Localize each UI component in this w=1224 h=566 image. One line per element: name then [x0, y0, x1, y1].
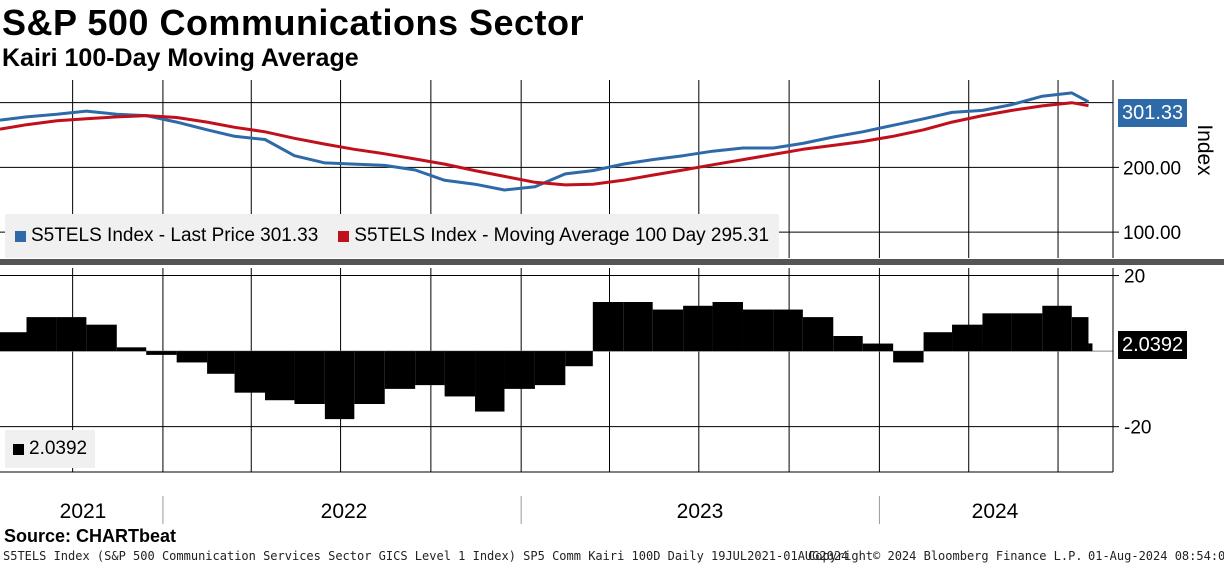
legend-label-kairi: 2.0392	[29, 438, 88, 459]
moving-average-line	[0, 101, 1089, 187]
kairi-bar	[265, 351, 295, 401]
kairi-bar	[982, 313, 1012, 352]
kairi-bar	[534, 351, 566, 386]
kairi-bar	[56, 317, 87, 352]
upper-y-tick-label: 200.00	[1123, 158, 1181, 179]
year-label-2021: 2021	[59, 500, 107, 523]
kairi-bar	[294, 351, 325, 404]
last-kairi-tag: 2.0392	[1118, 331, 1188, 359]
legend-swatch-price	[15, 230, 26, 242]
year-label-2023: 2023	[676, 500, 724, 523]
kairi-bar	[324, 351, 355, 420]
kairi-bar	[415, 351, 445, 386]
upper-legend: S5TELS Index - Last Price 301.33 S5TELS …	[5, 214, 780, 258]
kairi-bar	[1011, 313, 1043, 352]
kairi-bar	[1042, 305, 1072, 352]
kairi-bar	[234, 351, 265, 393]
kairi-bar	[565, 351, 593, 367]
legend-label-ma: S5TELS Index - Moving Average 100 Day 29…	[354, 225, 770, 246]
kairi-bar	[833, 336, 863, 352]
kairi-bar	[207, 351, 235, 374]
legend-label-price: S5TELS Index - Last Price 301.33	[31, 225, 319, 246]
kairi-bar	[116, 347, 147, 352]
kairi-bar	[86, 324, 117, 352]
kairi-bar	[742, 309, 774, 352]
kairi-bar	[712, 302, 743, 352]
kairi-bar	[354, 351, 385, 404]
kairi-bar	[384, 351, 416, 389]
price-line	[0, 91, 1090, 192]
kairi-bar	[652, 309, 684, 352]
year-label-2022: 2022	[320, 500, 368, 523]
kairi-bar	[952, 324, 983, 352]
chart-subtitle: Kairi 100-Day Moving Average	[2, 44, 359, 72]
kairi-bar	[592, 302, 624, 352]
upper-axis-label: Index	[1193, 124, 1216, 176]
kairi-bar	[176, 351, 208, 363]
footer-timestamp: 01-Aug-2024 08:54:09	[1088, 549, 1224, 563]
kairi-bar	[862, 343, 894, 352]
kairi-bar	[802, 317, 834, 352]
kairi-bar	[26, 317, 57, 352]
source-note: Source: CHARTbeat	[4, 526, 177, 546]
kairi-bar	[0, 332, 27, 352]
kairi-bar	[623, 302, 653, 352]
kairi-bar	[475, 351, 505, 412]
footer-description: S5TELS Index (S&P 500 Communication Serv…	[3, 549, 849, 563]
panel-divider	[0, 259, 1224, 265]
upper-y-tick-label: 100.00	[1123, 223, 1181, 244]
legend-swatch-ma	[338, 230, 350, 242]
kairi-bar	[1071, 317, 1089, 352]
kairi-bar	[893, 351, 924, 363]
kairi-bar	[444, 351, 476, 397]
last-price-tag: 301.33	[1118, 99, 1188, 127]
lower-y-tick-label: 20	[1124, 267, 1145, 288]
chart-title: S&P 500 Communications Sector	[2, 2, 585, 43]
lower-legend: 2.0392	[5, 430, 96, 468]
kairi-bar	[923, 332, 953, 352]
footer-copyright: Copyright© 2024 Bloomberg Finance L.P.	[808, 549, 1083, 563]
legend-swatch-kairi	[13, 443, 24, 455]
kairi-bar	[146, 351, 177, 355]
year-label-2024: 2024	[971, 500, 1019, 523]
kairi-bar	[773, 309, 803, 352]
kairi-bar	[683, 305, 713, 352]
kairi-bar	[504, 351, 535, 389]
kairi-bar	[1088, 343, 1093, 352]
lower-y-tick-label: -20	[1124, 418, 1151, 439]
